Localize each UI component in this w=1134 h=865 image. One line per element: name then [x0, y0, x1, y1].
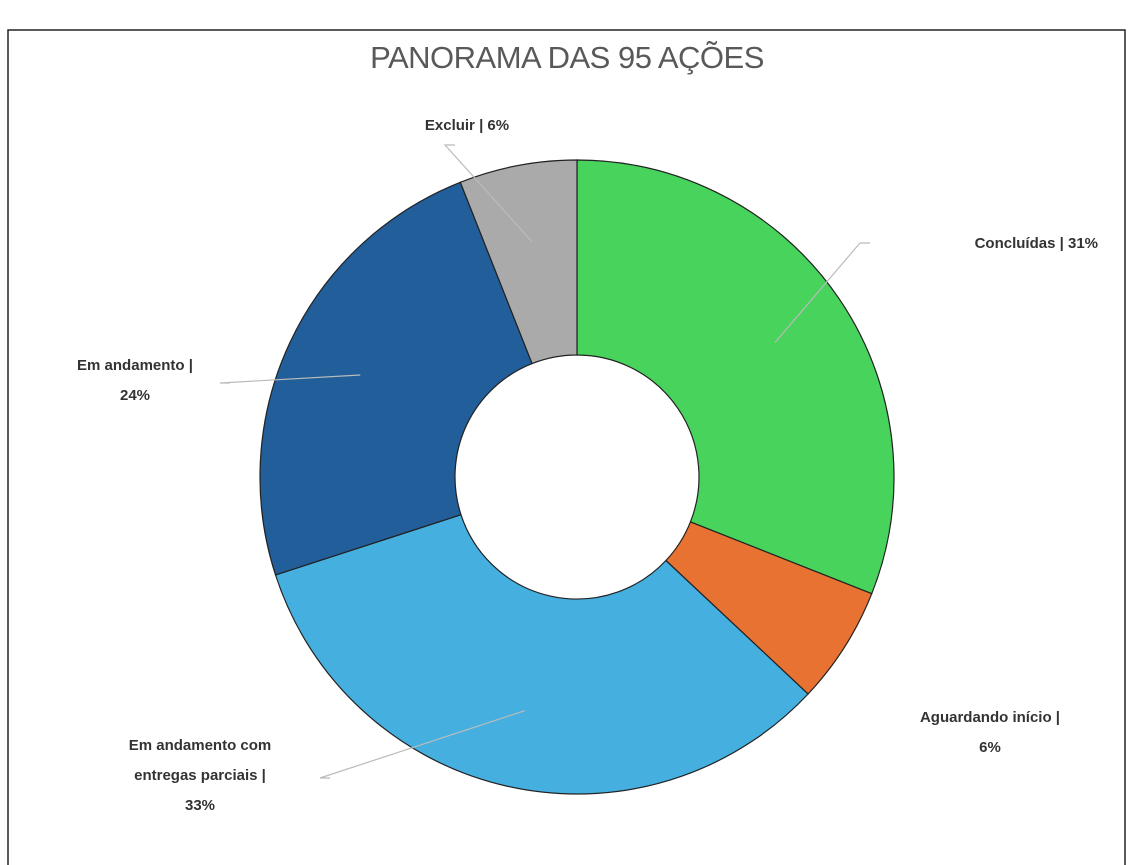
donut-slice — [459, 159, 578, 365]
data-label-line: 6% — [979, 739, 1001, 756]
donut-slice — [259, 181, 533, 576]
leader-line — [319, 710, 525, 779]
leader-line — [443, 144, 533, 243]
data-label-line: Aguardando início | — [920, 709, 1060, 726]
chart-title: PANORAMA DAS 95 AÇÕES — [370, 40, 764, 75]
data-label-line: Excluir | 6% — [425, 117, 509, 134]
data-label-line: entregas parciais | — [134, 767, 266, 784]
data-label-line: 24% — [120, 387, 150, 404]
data-label: Em andamento | 24% — [77, 357, 193, 404]
leader-line — [219, 374, 361, 384]
data-label: Concluídas | 31% — [975, 235, 1098, 252]
data-label-line: Em andamento | — [77, 357, 193, 374]
data-label: Excluir | 6% — [425, 117, 509, 134]
data-label: Aguardando início | 6% — [920, 709, 1060, 756]
donut-slice — [576, 159, 895, 595]
donut-slice — [274, 513, 809, 795]
data-label-line: Em andamento com — [129, 737, 272, 754]
data-label: Em andamento com entregas parciais | 33% — [129, 737, 272, 814]
data-label-line: Concluídas | 31% — [975, 235, 1098, 252]
data-label-line: 33% — [185, 797, 215, 814]
leader-line — [774, 242, 870, 343]
